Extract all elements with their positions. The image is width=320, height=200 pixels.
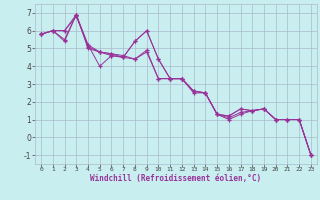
X-axis label: Windchill (Refroidissement éolien,°C): Windchill (Refroidissement éolien,°C) (91, 174, 261, 183)
